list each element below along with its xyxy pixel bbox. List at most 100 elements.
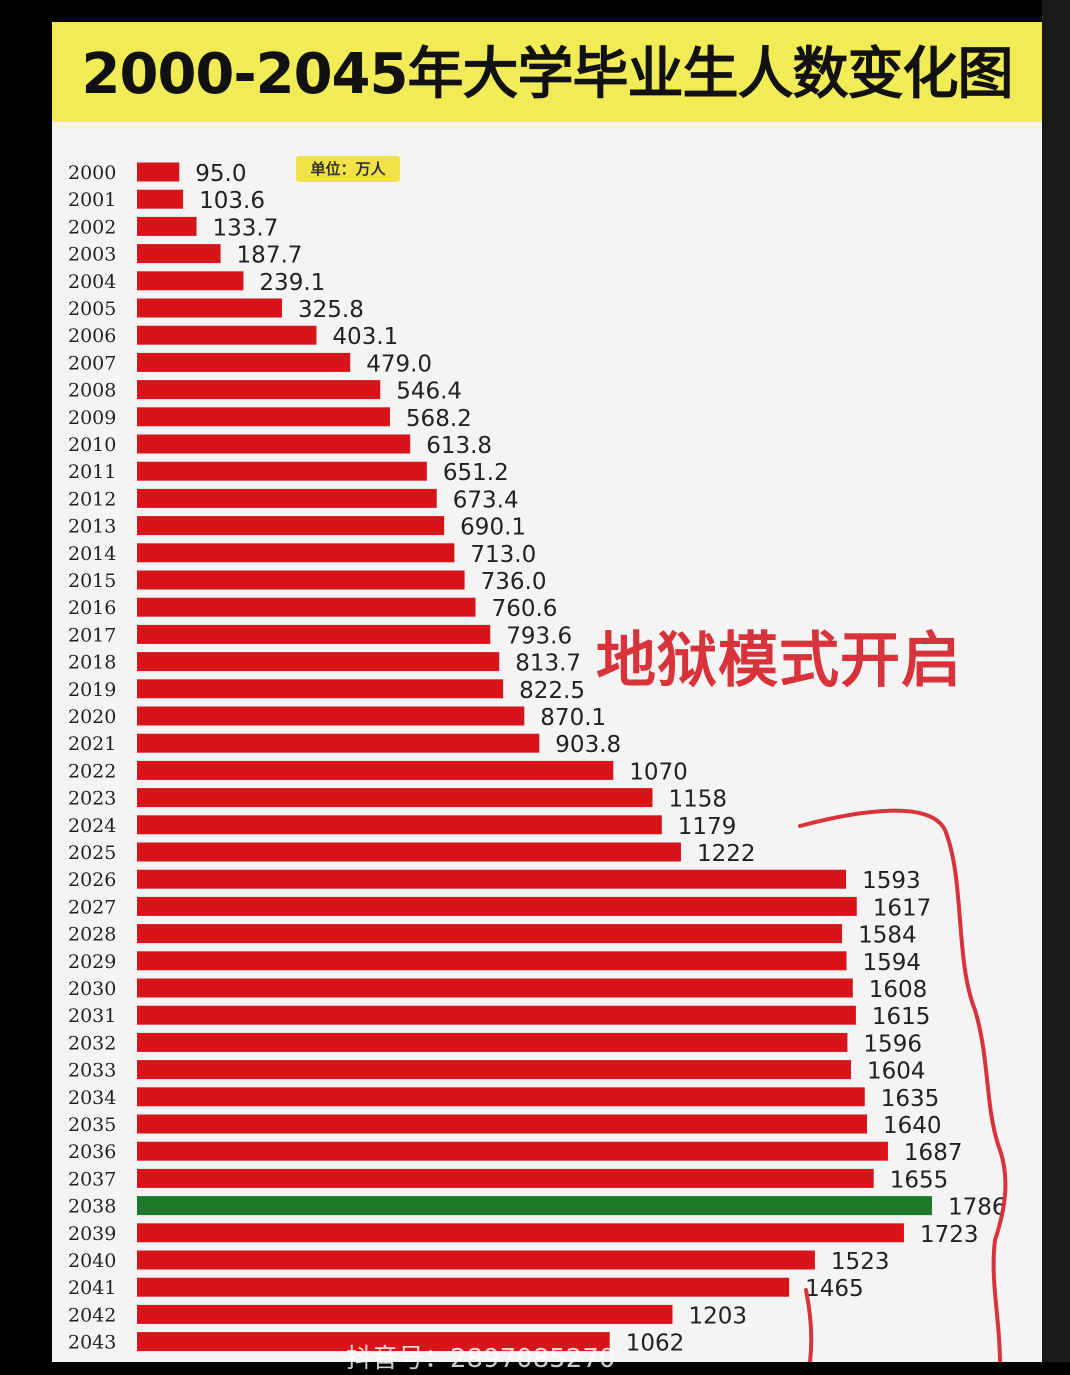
bar	[137, 896, 857, 916]
category-label: 2041	[68, 1277, 116, 1299]
category-label: 2024	[68, 815, 116, 837]
value-label: 651.2	[443, 460, 509, 486]
category-label: 2010	[68, 434, 116, 456]
category-label: 2031	[68, 1005, 116, 1027]
category-label: 2002	[68, 216, 116, 238]
category-label: 2023	[68, 788, 116, 810]
category-label: 2006	[68, 325, 116, 347]
bar	[137, 733, 540, 753]
category-label: 2042	[68, 1304, 116, 1326]
value-label: 133.7	[213, 215, 279, 241]
bar	[137, 1250, 815, 1270]
category-label: 2016	[68, 597, 116, 619]
bar	[137, 1060, 851, 1080]
bar	[137, 162, 180, 182]
value-label: 1593	[862, 868, 921, 894]
category-label: 2039	[68, 1223, 116, 1245]
bar	[137, 1277, 790, 1297]
bar	[137, 570, 465, 590]
value-label: 325.8	[298, 297, 364, 323]
bar	[137, 951, 847, 971]
category-label: 2011	[68, 461, 116, 483]
category-label: 2027	[68, 896, 116, 918]
bar	[137, 516, 445, 536]
bar	[137, 298, 283, 318]
value-label: 1655	[890, 1167, 949, 1193]
value-label: 1222	[697, 841, 756, 867]
value-label: 103.6	[199, 188, 265, 214]
category-label: 2033	[68, 1060, 116, 1082]
category-label: 2014	[68, 543, 116, 565]
value-label: 239.1	[259, 270, 325, 296]
bar	[137, 815, 662, 835]
bar	[137, 488, 437, 508]
value-label: 187.7	[237, 243, 303, 269]
bar	[137, 1087, 865, 1107]
value-label: 95.0	[195, 161, 246, 187]
value-label: 903.8	[555, 732, 621, 758]
bar	[137, 1168, 874, 1188]
value-label: 1062	[626, 1331, 685, 1357]
title-band	[52, 22, 1042, 122]
category-label: 2032	[68, 1032, 116, 1054]
bar	[137, 325, 317, 345]
value-label: 1594	[863, 950, 922, 976]
value-label: 1158	[668, 787, 727, 813]
bar	[137, 679, 504, 699]
category-label: 2026	[68, 869, 116, 891]
category-label: 2000	[68, 162, 116, 184]
category-label: 2008	[68, 380, 116, 402]
watermark: 抖音号：2897085270	[346, 1344, 616, 1374]
category-label: 2012	[68, 488, 116, 510]
value-label: 870.1	[540, 705, 606, 731]
category-label: 2009	[68, 407, 116, 429]
category-label: 2035	[68, 1114, 116, 1136]
bar	[137, 760, 614, 780]
bar	[137, 1114, 868, 1134]
bar	[137, 597, 476, 617]
category-label: 2043	[68, 1332, 116, 1354]
value-label: 1584	[858, 923, 917, 949]
category-label: 2005	[68, 298, 116, 320]
bar	[137, 244, 221, 264]
value-label: 690.1	[460, 515, 526, 541]
bar	[137, 1304, 673, 1324]
value-label: 568.2	[406, 406, 472, 432]
bar	[137, 1223, 904, 1243]
category-label: 2007	[68, 352, 116, 374]
value-label: 1786	[948, 1195, 1007, 1221]
value-label: 1617	[873, 895, 932, 921]
bar	[137, 788, 653, 808]
bar	[137, 543, 455, 563]
category-label: 2022	[68, 760, 116, 782]
bar	[137, 380, 381, 400]
value-label: 403.1	[332, 324, 398, 350]
bar	[137, 924, 843, 944]
value-label: 1596	[863, 1031, 922, 1057]
value-label: 1179	[678, 814, 737, 840]
value-label: 713.0	[470, 542, 536, 568]
bar-chart: 2000 95.0 2001 103.6 2002 133.7 2003 187.7 2004 2…	[68, 161, 1007, 1362]
bar	[137, 352, 351, 372]
category-label: 2020	[68, 706, 116, 728]
bracket-annotation	[798, 808, 1008, 1362]
value-label: 793.6	[506, 623, 572, 649]
value-label: 673.4	[453, 487, 519, 513]
value-label: 760.6	[492, 596, 558, 622]
category-label: 2028	[68, 924, 116, 946]
value-label: 1465	[805, 1276, 864, 1302]
value-label: 1635	[881, 1086, 940, 1112]
category-label: 2040	[68, 1250, 116, 1272]
category-label: 2044	[68, 1359, 116, 1362]
value-label: 813.7	[515, 651, 581, 677]
category-label: 2004	[68, 271, 116, 293]
value-label: 1687	[904, 1140, 963, 1166]
category-label: 2013	[68, 516, 116, 538]
category-label: 2001	[68, 189, 116, 211]
bar	[137, 624, 491, 644]
category-label: 2034	[68, 1087, 116, 1109]
highlight-bar	[137, 1196, 932, 1216]
category-label: 2029	[68, 951, 116, 973]
screen-edge	[1042, 0, 1070, 1362]
